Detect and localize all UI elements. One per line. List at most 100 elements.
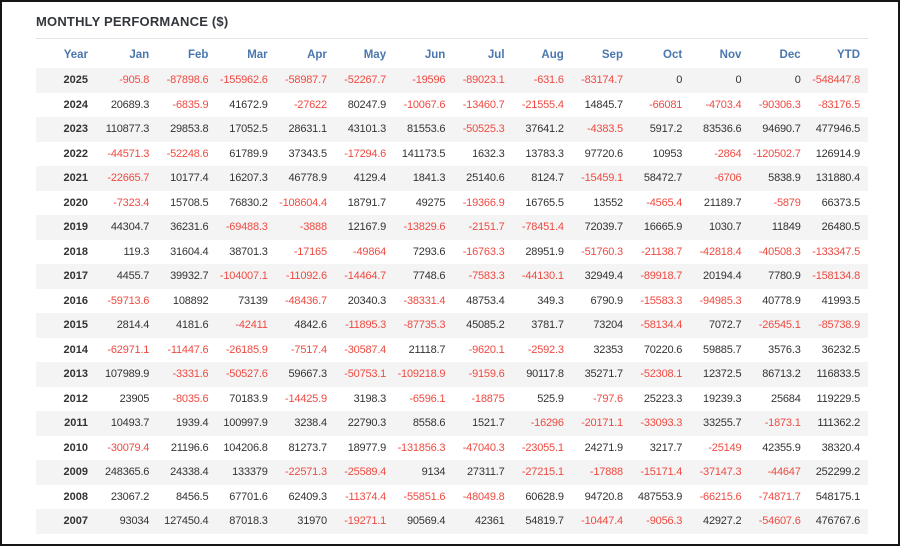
- value-cell: 1841.3: [412, 172, 446, 185]
- value-cell: -13829.6: [403, 221, 446, 234]
- value-cell: 73204: [593, 319, 623, 332]
- table-row: 2013 107989.9 -3331.6 -50527.6 59667.3 -50753…: [36, 362, 868, 387]
- value-cell: 119.3: [123, 245, 150, 258]
- value-cell: -26185.9: [225, 343, 268, 356]
- year-cell: 2011: [64, 417, 88, 430]
- value-cell: -58134.4: [640, 319, 683, 332]
- value-cell: -83174.7: [581, 74, 623, 87]
- value-cell: 477946.5: [815, 123, 860, 136]
- value-cell: -20171.1: [581, 417, 623, 430]
- value-cell: 9134: [421, 466, 446, 479]
- value-cell: -44130.1: [521, 270, 564, 283]
- value-cell: 0: [735, 74, 742, 87]
- value-cell: 3781.7: [531, 319, 564, 332]
- value-cell: -4565.4: [646, 196, 683, 209]
- table-row: 2007 93034 127450.4 87018.3 31970 -19271.1 905…: [36, 509, 868, 534]
- table-body: 2025 -905.8 -87898.6 -155962.6 -58987.7 -5226…: [36, 68, 868, 534]
- value-cell: -89918.7: [640, 270, 683, 283]
- value-cell: -120502.7: [752, 147, 801, 160]
- column-header-year[interactable]: Year: [63, 48, 88, 61]
- value-cell: -11895.3: [345, 319, 387, 332]
- value-cell: 4181.6: [175, 319, 209, 332]
- value-cell: 73139: [238, 294, 268, 307]
- column-header-aug[interactable]: Aug: [541, 48, 564, 61]
- year-cell: 2016: [63, 294, 88, 307]
- value-cell: 20194.4: [703, 270, 742, 283]
- value-cell: -17165: [293, 245, 327, 258]
- table-row: 2024 20689.3 -6835.9 41672.9 -27622 80247.9 -1…: [36, 93, 868, 118]
- value-cell: 25223.3: [643, 392, 683, 405]
- value-cell: -18875: [471, 392, 505, 405]
- value-cell: 248365.6: [104, 466, 150, 479]
- value-cell: -22571.3: [285, 466, 327, 479]
- table-row: 2012 23905 -8035.6 70183.9 -14425.9 3198.3 -65…: [36, 387, 868, 412]
- value-cell: -21555.4: [521, 98, 564, 111]
- value-cell: -58987.7: [285, 74, 327, 87]
- value-cell: 42927.2: [703, 515, 742, 528]
- value-cell: -16763.3: [462, 245, 505, 258]
- value-cell: -42818.4: [699, 245, 742, 258]
- value-cell: 33255.7: [703, 417, 742, 430]
- column-header-nov[interactable]: Nov: [719, 48, 742, 61]
- value-cell: -15583.3: [640, 294, 683, 307]
- year-cell: 2019: [63, 221, 88, 234]
- value-cell: 4842.6: [294, 319, 327, 332]
- value-cell: 19239.3: [703, 392, 742, 405]
- column-header-ytd[interactable]: YTD: [837, 48, 860, 61]
- value-cell: -11447.6: [167, 343, 209, 356]
- value-cell: -22665.7: [107, 172, 150, 185]
- value-cell: -133347.5: [812, 245, 860, 258]
- column-header-jul[interactable]: Jul: [487, 48, 505, 61]
- column-header-feb[interactable]: Feb: [187, 48, 209, 61]
- value-cell: 31970: [297, 515, 327, 528]
- column-header-jun[interactable]: Jun: [424, 48, 446, 61]
- value-cell: 46778.9: [288, 172, 328, 185]
- value-cell: 59667.3: [288, 368, 328, 381]
- column-header-oct[interactable]: Oct: [663, 48, 683, 61]
- value-cell: -131856.3: [397, 441, 446, 454]
- value-cell: -90306.3: [758, 98, 801, 111]
- value-cell: 32353: [593, 343, 623, 356]
- column-header-may[interactable]: May: [363, 48, 387, 61]
- header-row: Year Jan Feb Mar Apr May Jun Jul Aug Sep Oct Nov Dec…: [36, 41, 868, 68]
- column-header-apr[interactable]: Apr: [307, 48, 327, 61]
- value-cell: 133379: [232, 466, 268, 479]
- value-cell: -797.6: [592, 392, 623, 405]
- value-cell: 41672.9: [229, 98, 268, 111]
- value-cell: -26545.1: [758, 319, 801, 332]
- value-cell: 110877.3: [105, 123, 150, 136]
- value-cell: 3576.3: [768, 343, 801, 356]
- value-cell: 48753.4: [466, 294, 505, 307]
- value-cell: -2864: [714, 147, 742, 160]
- value-cell: -19366.9: [462, 196, 505, 209]
- value-cell: 18791.7: [347, 196, 387, 209]
- value-cell: 25140.6: [466, 172, 505, 185]
- value-cell: 21118.7: [408, 343, 446, 356]
- value-cell: 32949.4: [584, 270, 624, 283]
- value-cell: 39932.7: [170, 270, 209, 283]
- value-cell: -6835.9: [172, 98, 209, 111]
- value-cell: -37147.3: [699, 466, 742, 479]
- value-cell: 476767.6: [815, 515, 860, 528]
- value-cell: 66373.5: [821, 196, 861, 209]
- value-cell: -52267.7: [344, 74, 387, 87]
- year-cell: 2017: [63, 270, 88, 283]
- column-header-jan[interactable]: Jan: [129, 48, 150, 61]
- value-cell: 10177.4: [170, 172, 209, 185]
- column-header-mar[interactable]: Mar: [247, 48, 268, 61]
- column-header-dec[interactable]: Dec: [779, 48, 801, 61]
- title-divider: [36, 38, 868, 39]
- value-cell: -11374.4: [345, 490, 387, 503]
- value-cell: 119229.5: [816, 392, 861, 405]
- table-row: 2022 -44571.3 -52248.6 61789.9 37343.5 -17294…: [36, 142, 868, 167]
- value-cell: 131880.4: [815, 172, 860, 185]
- value-cell: 93034: [119, 515, 150, 528]
- column-header-sep[interactable]: Sep: [601, 48, 623, 61]
- value-cell: 37343.5: [288, 147, 328, 160]
- value-cell: -905.8: [119, 74, 150, 87]
- value-cell: 38320.4: [821, 441, 861, 454]
- value-cell: 72039.7: [584, 221, 624, 234]
- value-cell: 24338.4: [170, 466, 209, 479]
- year-cell: 2025: [63, 74, 88, 87]
- value-cell: -7323.4: [113, 196, 150, 209]
